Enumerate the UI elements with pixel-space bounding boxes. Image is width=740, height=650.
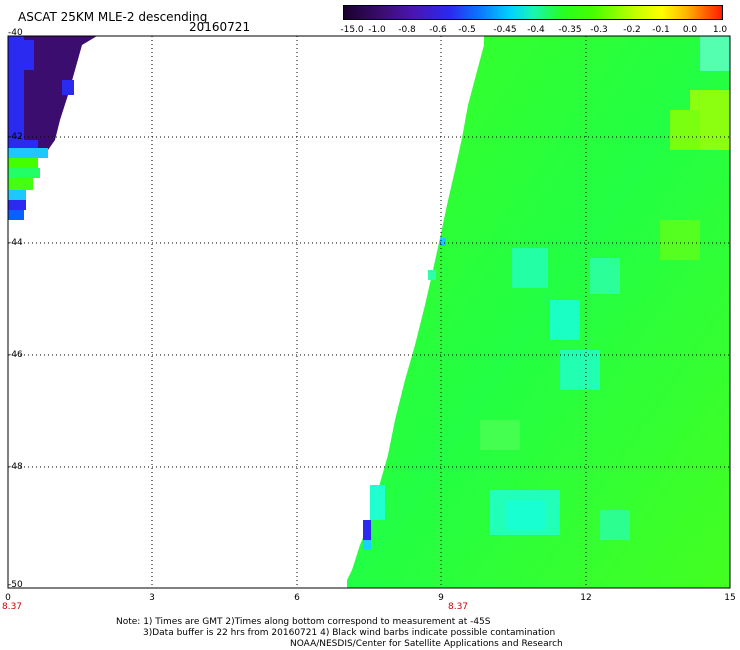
map-title: ASCAT 25KM MLE-2 descending [18, 10, 208, 24]
colorbar-label: -0.8 [398, 25, 416, 35]
gridlines [8, 36, 730, 588]
colorbar-label: 1.0 [712, 25, 728, 35]
x-label: 9 [438, 593, 444, 603]
colorbar-label: -0.1 [652, 25, 670, 35]
y-label: -40 [8, 28, 23, 38]
swath-right [347, 36, 730, 588]
y-label: -48 [8, 462, 23, 472]
colorbar-label: -0.35 [558, 25, 582, 35]
time-label: 8.37 [447, 602, 469, 612]
y-label: -46 [8, 350, 23, 360]
swath-patches [363, 36, 730, 550]
colorbar [343, 5, 723, 20]
colorbar-label: -0.2 [623, 25, 641, 35]
colorbar-label: -1.0 [368, 25, 386, 35]
x-label: 0 [5, 593, 11, 603]
x-label: 6 [294, 593, 300, 603]
note-line-2: 3)Data buffer is 22 hrs from 20160721 4)… [143, 628, 556, 638]
x-label: 12 [580, 593, 592, 603]
colorbar-label: -0.45 [493, 25, 517, 35]
colorbar-label: -15.0 [340, 25, 364, 35]
colorbar-label: -0.4 [527, 25, 545, 35]
plot-frame [7, 35, 731, 589]
colorbar-label: -0.6 [429, 25, 447, 35]
y-label: -42 [8, 132, 23, 142]
colorbar-label: 0.0 [682, 25, 698, 35]
time-label: 8.37 [1, 602, 23, 612]
note-line-3: NOAA/NESDIS/Center for Satellite Applica… [290, 639, 563, 649]
colorbar-label: -0.3 [590, 25, 608, 35]
colorbar-label: -0.5 [458, 25, 476, 35]
x-label: 3 [149, 593, 155, 603]
note-line-1: Note: 1) Times are GMT 2)Times along bot… [116, 617, 491, 627]
map-date: 20160721 [189, 20, 251, 34]
swath-left-patches [8, 36, 74, 220]
y-label: -50 [8, 580, 23, 590]
x-label: 15 [724, 593, 736, 603]
y-label: -44 [8, 238, 23, 248]
